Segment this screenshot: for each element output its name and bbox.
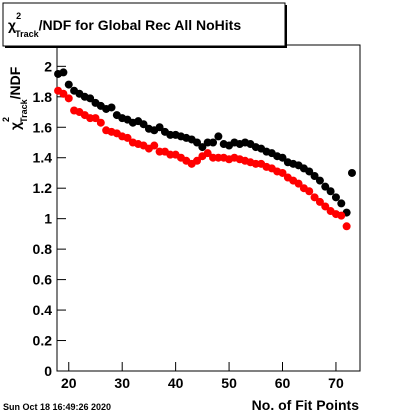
data-point	[315, 176, 324, 185]
y-tick-label: 0.4	[33, 302, 53, 318]
y-tick-label: 1.6	[33, 119, 53, 135]
y-tick-label: 0.6	[33, 272, 53, 288]
y-tick-label: 0	[44, 363, 52, 379]
title-sub: Track	[15, 29, 40, 39]
y-tick-label: 0.8	[33, 241, 53, 257]
data-point	[150, 141, 159, 150]
x-tick-label: 50	[221, 375, 237, 391]
y-tick-label: 1	[44, 211, 52, 227]
ylabel-sub: Track	[19, 98, 29, 123]
data-point	[337, 211, 346, 220]
data-point	[347, 168, 356, 177]
data-point	[321, 202, 330, 211]
data-point	[294, 179, 303, 188]
y-tick-label: 0.2	[33, 333, 53, 349]
data-point	[59, 89, 68, 98]
x-tick-label: 40	[168, 375, 184, 391]
data-point	[59, 68, 68, 77]
data-point	[155, 123, 164, 132]
title-rest: /NDF for Global Rec All NoHits	[39, 17, 242, 33]
x-axis-label: No. of Fit Points	[252, 397, 360, 413]
data-point	[86, 94, 95, 103]
data-point	[342, 222, 351, 231]
ylabel-symbol: χ	[7, 122, 23, 130]
y-axis-label: χ2 Track/NDF	[1, 66, 29, 130]
y-tick-label: 2	[44, 58, 52, 74]
title-symbol: χ	[8, 17, 16, 33]
data-point	[278, 168, 287, 177]
data-point	[96, 118, 105, 127]
ylabel-sup: 2	[1, 117, 11, 122]
data-point	[331, 193, 340, 202]
chart-title: χ2 Track/NDF for Global Rec All NoHits	[8, 11, 241, 39]
plot-frame	[56, 44, 361, 372]
data-point	[64, 80, 73, 89]
data-point	[193, 156, 202, 165]
data-point	[310, 193, 319, 202]
title-sup: 2	[16, 11, 21, 21]
data-point	[123, 133, 132, 142]
y-tick-label: 1.8	[33, 89, 53, 105]
ylabel-rest: /NDF	[7, 66, 23, 99]
data-point	[305, 187, 314, 196]
x-tick-label: 70	[328, 375, 344, 391]
data-point	[198, 143, 207, 152]
x-tick-label: 20	[61, 375, 77, 391]
data-point	[107, 103, 116, 112]
timestamp: Sun Oct 18 16:49:26 2020	[3, 402, 111, 412]
data-point	[214, 132, 223, 141]
data-point	[321, 182, 330, 191]
x-tick-label: 30	[114, 375, 130, 391]
data-point	[315, 197, 324, 206]
data-point	[326, 187, 335, 196]
y-tick-label: 1.4	[33, 150, 53, 166]
data-point	[139, 120, 148, 129]
data-point	[193, 138, 202, 147]
data-point	[337, 199, 346, 208]
y-tick-label: 1.2	[33, 180, 53, 196]
data-point	[278, 153, 287, 162]
x-tick-label: 60	[275, 375, 291, 391]
title-box	[2, 2, 286, 47]
data-point	[91, 114, 100, 123]
data-point	[64, 94, 73, 103]
data-point	[203, 149, 212, 158]
data-point	[310, 172, 319, 181]
data-point	[209, 138, 218, 147]
data-point	[305, 167, 314, 176]
